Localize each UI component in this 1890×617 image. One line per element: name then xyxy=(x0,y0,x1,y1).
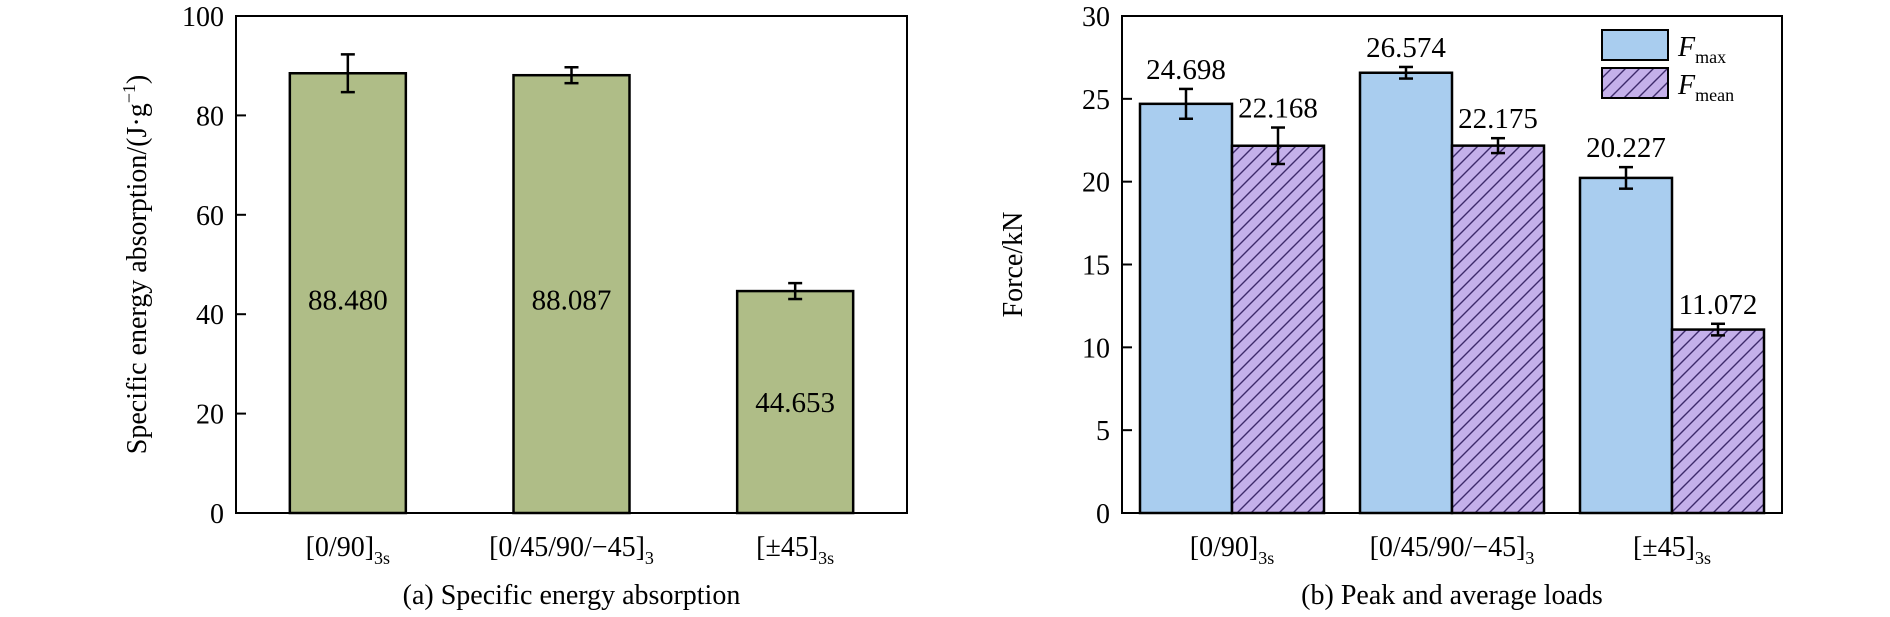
data-label: 88.087 xyxy=(532,284,612,316)
y-tick-label: 0 xyxy=(210,499,224,530)
data-label: 20.227 xyxy=(1586,132,1666,164)
data-label: 24.698 xyxy=(1146,54,1226,86)
legend-swatch xyxy=(1601,67,1669,99)
bar-fmax xyxy=(1578,176,1674,515)
legend-swatch xyxy=(1601,29,1669,61)
error-bar xyxy=(1711,322,1725,337)
x-tick-label: [0/45/90/−45]3 xyxy=(1370,532,1535,568)
chart-peak-average-loads: 0 5 10 15 20 25 30 24.698 22.168 [0/90]3s 26.574 22… xyxy=(998,2,1783,611)
data-label: 22.175 xyxy=(1458,103,1538,135)
y-axis-label: Force/kN xyxy=(998,212,1029,318)
bar-fmean xyxy=(1670,328,1766,515)
y-tick-label: 25 xyxy=(1082,85,1110,116)
legend-label: Fmean xyxy=(1677,70,1734,105)
y-tick-label: 40 xyxy=(196,300,224,331)
bar-fmean xyxy=(1450,144,1546,515)
error-bar xyxy=(1619,165,1633,190)
error-bar xyxy=(340,53,355,94)
caption: (b) Peak and average loads xyxy=(1301,580,1603,611)
x-tick-label: [0/45/90/−45]3 xyxy=(489,532,654,568)
chart-specific-energy-absorption: 0 20 40 60 80 100 88.480 [0/90]3s 88.087 [0/45/90… xyxy=(119,2,908,611)
bar xyxy=(512,73,631,515)
data-label: 44.653 xyxy=(755,387,835,419)
error-bar xyxy=(564,66,579,85)
data-label: 22.168 xyxy=(1238,93,1318,125)
y-tick-label: 5 xyxy=(1096,416,1110,447)
y-tick-label: 80 xyxy=(196,101,224,132)
legend-label: Fmax xyxy=(1677,32,1726,67)
x-tick-label: [0/90]3s xyxy=(306,532,390,568)
error-bar xyxy=(788,281,803,301)
bar-fmean xyxy=(1230,144,1326,515)
bar-fmax xyxy=(1138,102,1234,515)
y-tick-label: 10 xyxy=(1082,333,1110,364)
error-bar xyxy=(1491,136,1505,155)
error-bar xyxy=(1179,87,1193,120)
error-bar xyxy=(1271,126,1285,166)
x-tick-label: [±45]3s xyxy=(1633,532,1711,568)
y-tick-label: 100 xyxy=(182,2,224,33)
x-tick-label: [±45]3s xyxy=(756,532,834,568)
bar-fmax xyxy=(1358,71,1454,515)
y-tick-label: 0 xyxy=(1096,499,1110,530)
error-bar xyxy=(1399,65,1413,80)
x-tick-label: [0/90]3s xyxy=(1190,532,1274,568)
y-axis-label: Specific energy absorption/(J·g−1) xyxy=(119,75,153,454)
y-tick-label: 15 xyxy=(1082,251,1110,282)
y-tick-label: 20 xyxy=(196,400,224,431)
y-tick-label: 60 xyxy=(196,201,224,232)
y-tick-label: 30 xyxy=(1082,2,1110,33)
bar xyxy=(288,72,408,515)
data-label: 88.480 xyxy=(308,284,388,316)
y-tick-label: 20 xyxy=(1082,168,1110,199)
data-label: 26.574 xyxy=(1366,32,1446,64)
caption: (a) Specific energy absorption xyxy=(403,580,741,611)
data-label: 11.072 xyxy=(1679,289,1758,321)
